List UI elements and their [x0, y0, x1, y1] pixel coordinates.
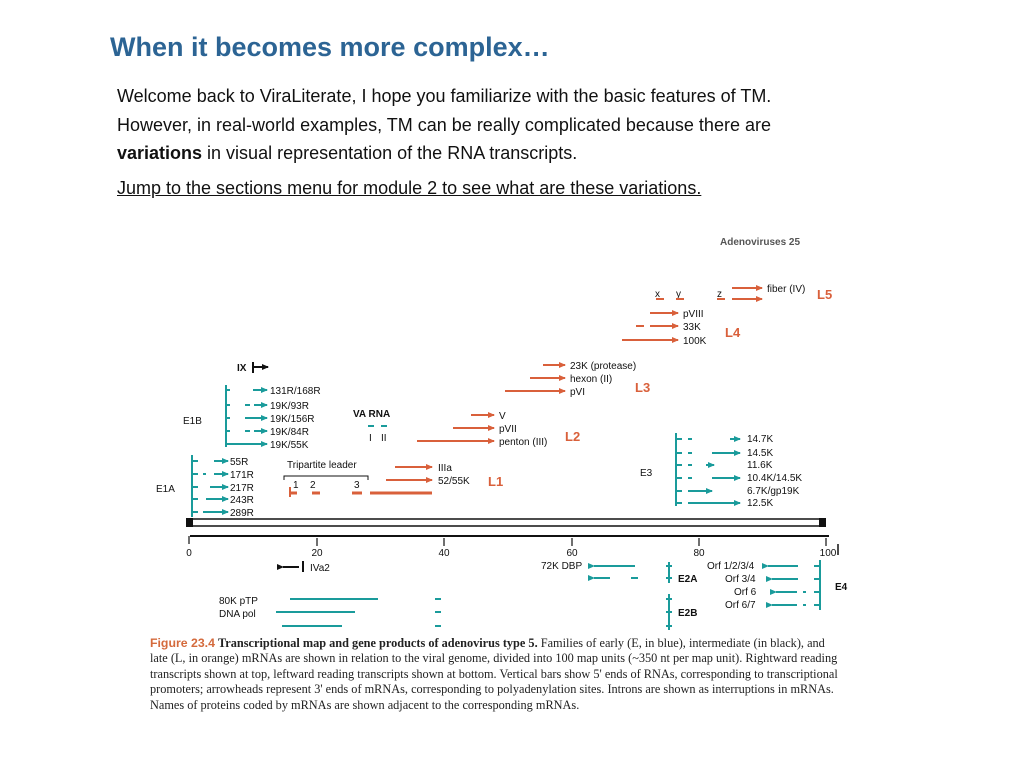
23k-label: 23K (protease) [570, 361, 636, 372]
l5-label: L5 [817, 287, 832, 302]
e1a-217r: 217R [230, 483, 254, 494]
tripartite-2: 2 [310, 480, 316, 491]
e1a-label: E1A [156, 484, 175, 495]
l1-family: IIIa 52/55K L1 [386, 463, 503, 489]
genome-axis: 0 20 40 60 80 100 [186, 518, 839, 559]
e3-10-4k: 10.4K/14.5K [747, 473, 802, 484]
fiber-label: fiber (IV) [767, 284, 805, 295]
e1b-19k-55k: 19K/55K [270, 440, 309, 451]
100k-label: 100K [683, 336, 707, 347]
e3-14-7k: 14.7K [747, 434, 773, 445]
e3-14-5k: 14.5K [747, 448, 773, 459]
iva2-gene: IVa2 [277, 561, 330, 574]
pvii-label: pVII [499, 424, 517, 435]
e1b-family: E1B 131R/168R 19K/93R 19K/156R 19K/84R 1… [183, 385, 321, 451]
tripartite-1: 1 [293, 480, 299, 491]
tick-0: 0 [186, 548, 192, 559]
e4-orf6: Orf 6 [734, 587, 757, 598]
va-rna-label: VA RNA [353, 409, 390, 420]
l1-label: L1 [488, 474, 503, 489]
caption-body: Families of early (E, in blue), intermed… [150, 636, 838, 712]
ix-gene: IX [237, 362, 269, 374]
figure-number: Figure 23.4 [150, 636, 215, 650]
hexon-label: hexon (II) [570, 374, 612, 385]
tripartite-leader: Tripartite leader 1 2 3 [283, 460, 432, 497]
tick-20: 20 [311, 548, 323, 559]
e2a-label: E2A [678, 574, 697, 585]
e1a-171r: 171R [230, 470, 254, 481]
tripartite-label: Tripartite leader [287, 460, 357, 471]
tick-100: 100 [820, 548, 837, 559]
pviii-label: pVIII [683, 309, 704, 320]
e2b-family: 80K pTP DNA pol E2B [219, 594, 697, 630]
intro-line-1: Welcome back to ViraLiterate, I hope you… [117, 86, 772, 106]
e1b-19k-93r: 19K/93R [270, 401, 309, 412]
l3-family: 23K (protease) hexon (II) pVI L3 [505, 361, 650, 398]
l3-label: L3 [635, 380, 650, 395]
l5-family: x y z fiber (IV) L5 [655, 284, 832, 302]
e1a-55r: 55R [230, 457, 248, 468]
e2a-family: 72K DBP E2A [541, 561, 697, 585]
e1b-label: E1B [183, 416, 202, 427]
intro-bold-word: variations [117, 143, 203, 163]
52-55k-label: 52/55K [438, 476, 470, 487]
e4-label: E4 [835, 582, 848, 593]
l2-label: L2 [565, 429, 580, 444]
tripartite-3: 3 [354, 480, 360, 491]
sections-menu-link[interactable]: Jump to the sections menu for module 2 t… [117, 178, 702, 198]
e3-family: E3 14.7K 14.5K 11.6K 10.4K/14.5K 6.7K/gp… [640, 433, 802, 509]
iva2-label: IVa2 [310, 563, 330, 574]
tick-40: 40 [438, 548, 450, 559]
e4-orf67: Orf 6/7 [725, 600, 756, 611]
e2b-label: E2B [678, 608, 697, 619]
e4-family: Orf 1/2/3/4 Orf 3/4 Orf 6 Orf 6/7 E4 [707, 560, 848, 611]
caption-title: Transcriptional map and gene products of… [218, 636, 538, 650]
cropped-header: Adenoviruses 25 [720, 237, 800, 248]
e3-12-5k: 12.5K [747, 498, 773, 509]
e2b-80k-ptp: 80K pTP [219, 596, 258, 607]
slide-title: When it becomes more complex… [110, 32, 550, 62]
pvi-label: pVI [570, 387, 585, 398]
e1a-243r: 243R [230, 495, 254, 506]
e2b-dna-pol: DNA pol [219, 609, 256, 620]
figure-caption: Figure 23.4 Transcriptional map and gene… [150, 636, 840, 713]
e1a-family: E1A 55R 171R 217R 243R 289R [156, 455, 254, 519]
ix-label: IX [237, 363, 247, 374]
intro-paragraph: Welcome back to ViraLiterate, I hope you… [117, 82, 917, 168]
dbp-label: 72K DBP [541, 561, 582, 572]
e1b-19k-156r: 19K/156R [270, 414, 314, 425]
z-marker: z [717, 289, 722, 300]
e3-11-6k: 11.6K [747, 460, 773, 471]
e3-6-7k: 6.7K/gp19K [747, 486, 800, 497]
va-rna: VA RNA I II [353, 409, 390, 444]
intro-line-3: in visual representation of the RNA tran… [202, 143, 578, 163]
tick-60: 60 [566, 548, 578, 559]
33k-label: 33K [683, 322, 701, 333]
l2-family: V pVII penton (III) L2 [417, 411, 580, 448]
va-rna-2: II [381, 433, 387, 444]
intro-line-2: However, in real-world examples, TM can … [117, 114, 771, 135]
tick-80: 80 [693, 548, 705, 559]
iiia-label: IIIa [438, 463, 452, 474]
l4-family: pVIII 33K 100K L4 [622, 309, 741, 347]
e4-orf34: Orf 3/4 [725, 574, 756, 585]
e3-label: E3 [640, 468, 653, 479]
l4-label: L4 [725, 325, 741, 340]
va-rna-1: I [369, 433, 372, 444]
e1a-289r: 289R [230, 508, 254, 519]
e4-orf1234: Orf 1/2/3/4 [707, 561, 755, 572]
e1b-131r: 131R/168R [270, 386, 321, 397]
x-marker: x [655, 289, 660, 300]
y-marker: y [676, 289, 681, 300]
v-label: V [499, 411, 506, 422]
e1b-19k-84r: 19K/84R [270, 427, 309, 438]
penton-label: penton (III) [499, 437, 547, 448]
